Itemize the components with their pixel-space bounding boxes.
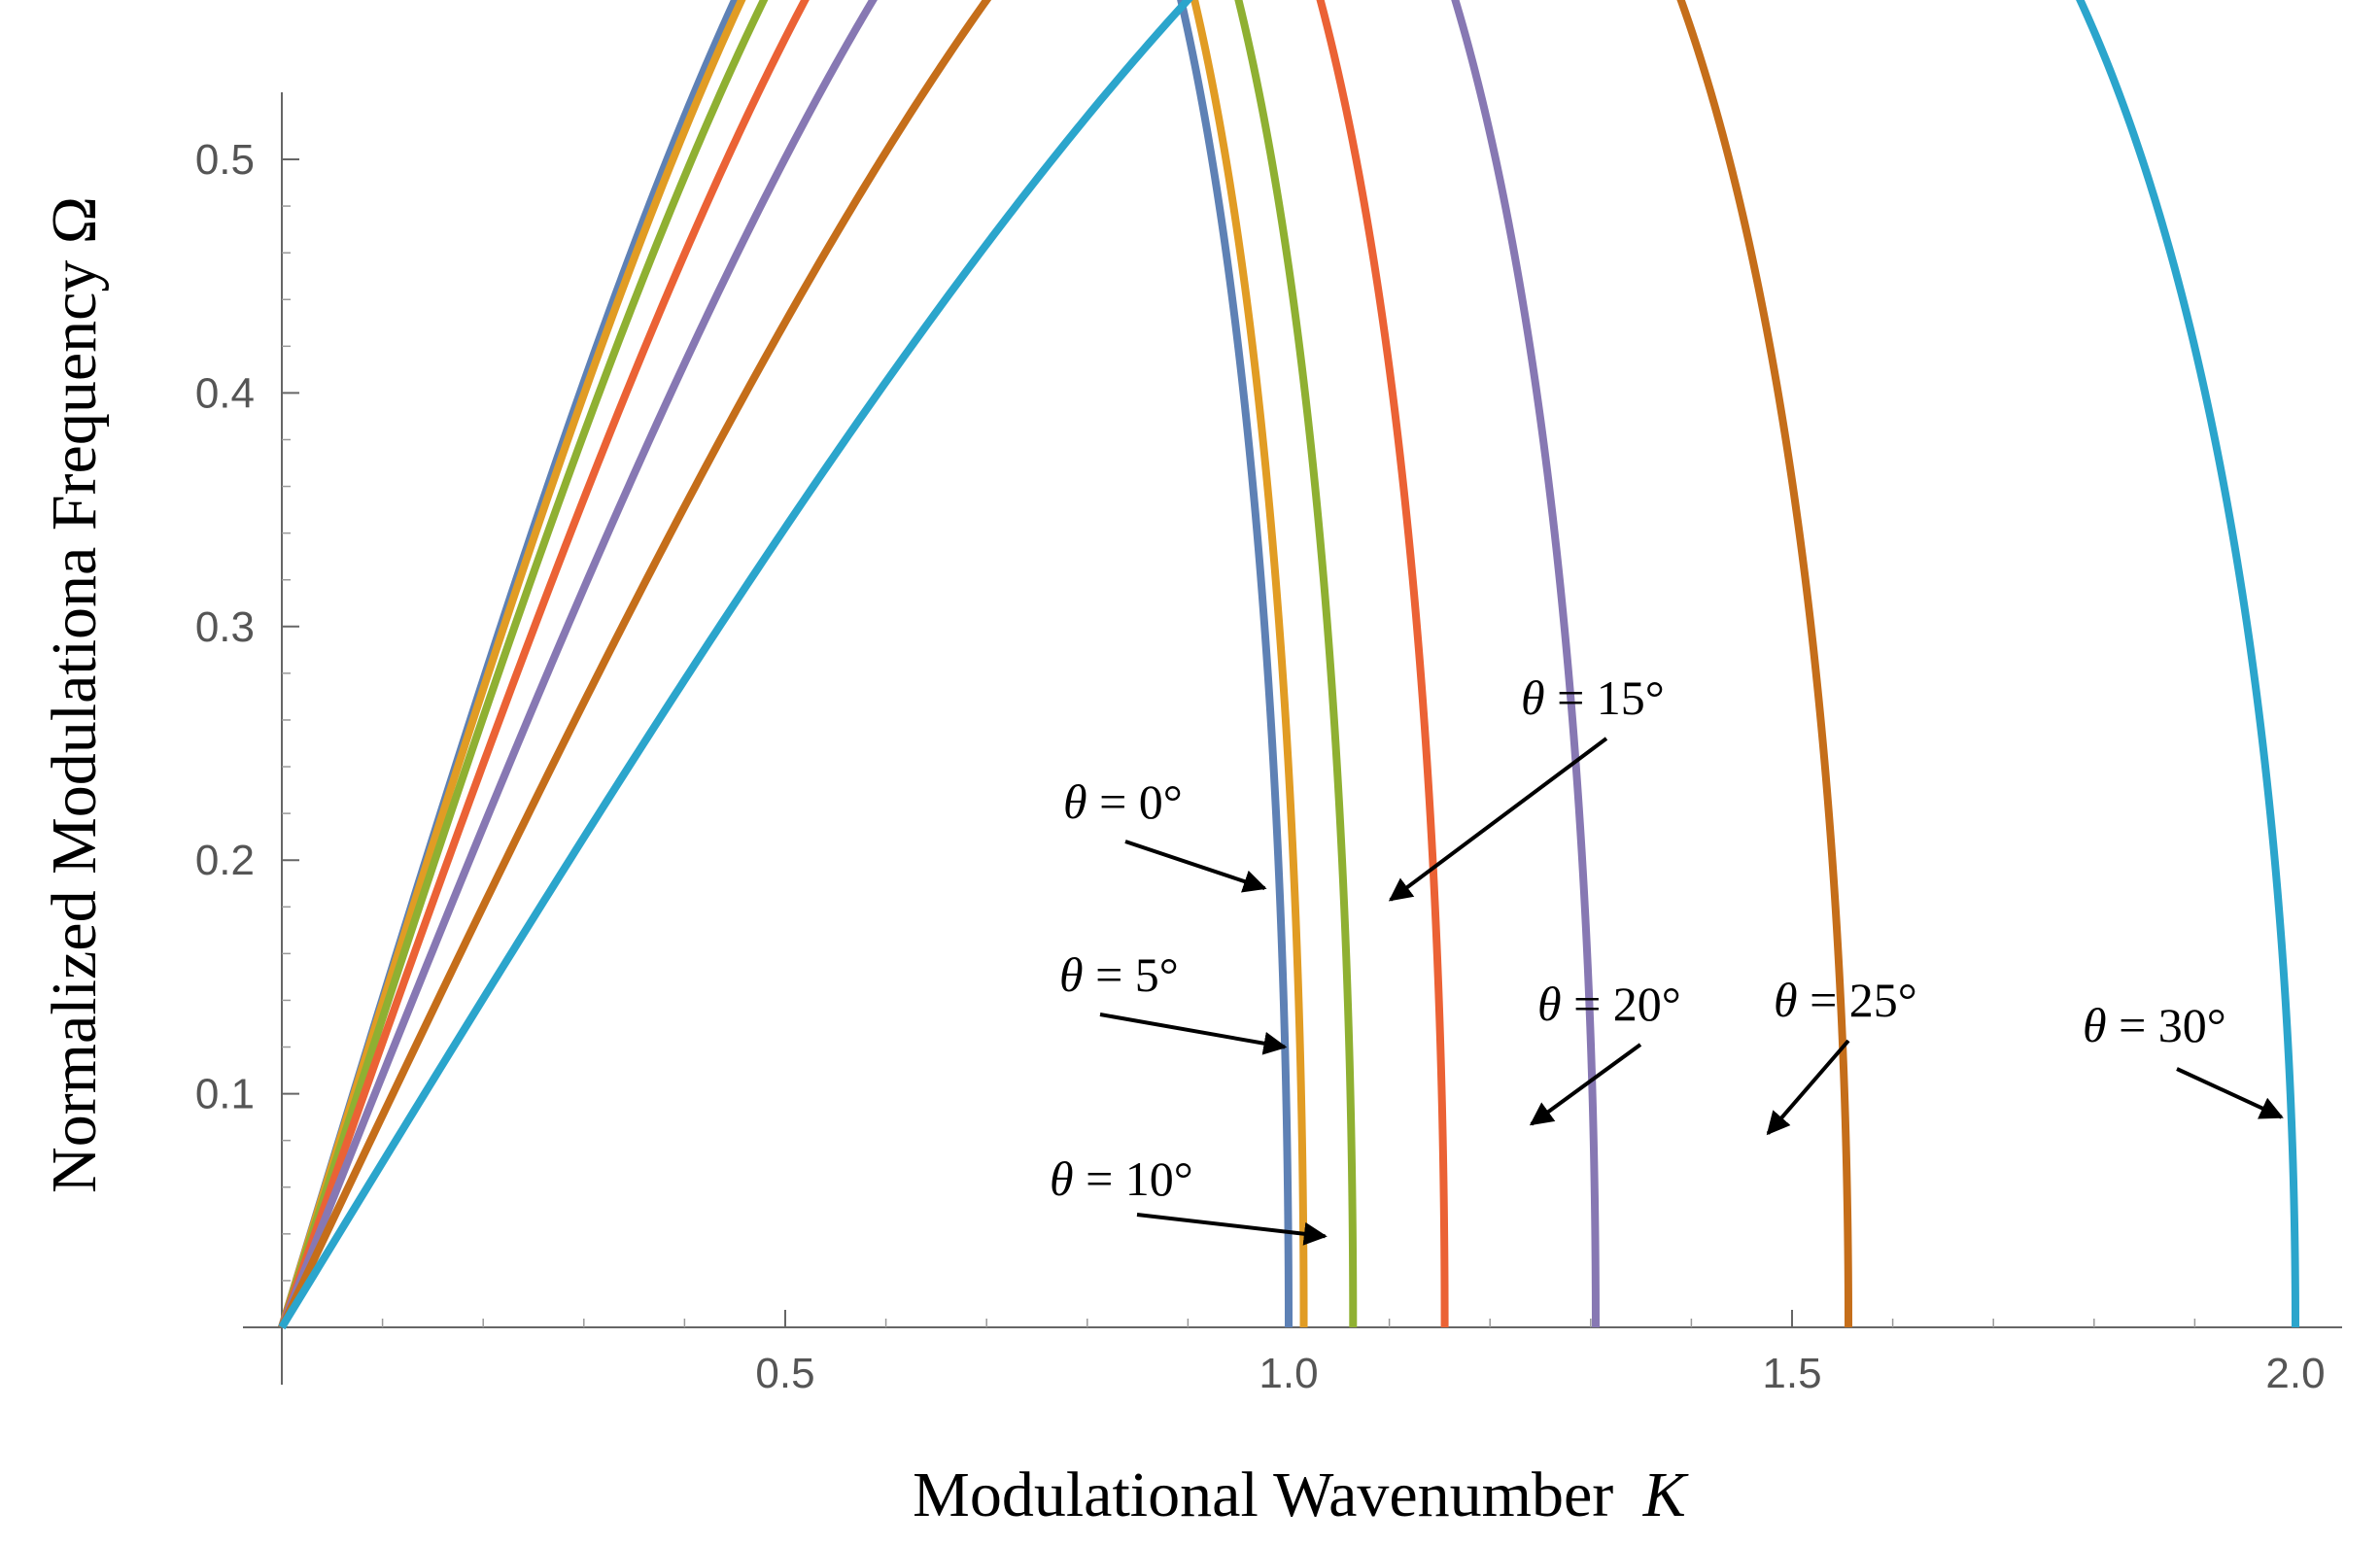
annotation-theta-symbol: θ bbox=[1521, 670, 1545, 725]
annotation-value: = 5° bbox=[1084, 947, 1179, 1002]
annotation-value: = 30° bbox=[2107, 998, 2226, 1052]
annotation-value: = 10° bbox=[1074, 1151, 1193, 1206]
annotation-arrow-theta-30 bbox=[2176, 1067, 2284, 1119]
annotation-theta-symbol: θ bbox=[1059, 947, 1084, 1002]
y-tick-label: 0.4 bbox=[195, 369, 255, 417]
series-line-theta-10 bbox=[278, 0, 1358, 1329]
series-line-theta-30 bbox=[278, 0, 2299, 1330]
annotation-theta-symbol: θ bbox=[1774, 973, 1798, 1027]
annotation-arrow-theta-25 bbox=[1766, 1039, 1850, 1136]
annotation-theta-symbol: θ bbox=[2083, 998, 2107, 1052]
annotation-label-theta-0: θ = 0° bbox=[1063, 774, 1183, 829]
x-axis-title-text: Modulational Wavenumber bbox=[913, 1459, 1613, 1530]
annotation-theta-symbol: θ bbox=[1050, 1151, 1074, 1206]
y-ticks: 0.1 0.2 0.3 0.4 0.5 bbox=[195, 136, 299, 1282]
annotation-arrow-theta-15 bbox=[1388, 737, 1608, 902]
series-line-theta-15 bbox=[278, 0, 1449, 1329]
x-axis-title-variable: K bbox=[1642, 1459, 1689, 1530]
annotation-theta-symbol: θ bbox=[1063, 774, 1087, 829]
series-line-theta-20 bbox=[278, 0, 1600, 1329]
y-axis-title: Normalized Modulationa Frequency Ω bbox=[39, 196, 110, 1193]
y-tick-label: 0.5 bbox=[195, 136, 255, 184]
x-axis-title: Modulational Wavenumber K bbox=[913, 1459, 1689, 1530]
annotation-value: = 20° bbox=[1562, 977, 1681, 1031]
annotation-arrow-theta-0 bbox=[1124, 840, 1267, 893]
y-tick-label: 0.1 bbox=[195, 1071, 255, 1118]
annotation-value: = 15° bbox=[1545, 670, 1665, 725]
x-tick-label: 1.0 bbox=[1259, 1350, 1318, 1397]
x-tick-label: 2.0 bbox=[2265, 1350, 2325, 1397]
annotation-label-theta-30: θ = 30° bbox=[2083, 998, 2226, 1052]
annotation-value: = 0° bbox=[1087, 774, 1183, 829]
annotation-label-theta-10: θ = 10° bbox=[1050, 1151, 1193, 1206]
annotation-label-theta-25: θ = 25° bbox=[1774, 973, 1917, 1027]
axes: 0.5 1.0 1.5 2.0 0.1 0.2 0.3 0.4 0.5 bbox=[195, 92, 2342, 1397]
annotation-theta-symbol: θ bbox=[1537, 977, 1562, 1031]
annotation-label-theta-5: θ = 5° bbox=[1059, 947, 1179, 1002]
series-line-theta-0 bbox=[278, 0, 1293, 1329]
annotation-label-theta-20: θ = 20° bbox=[1537, 977, 1681, 1031]
annotation-arrow-theta-10 bbox=[1136, 1213, 1328, 1246]
series-line-theta-5 bbox=[278, 0, 1308, 1329]
data-series bbox=[278, 0, 2299, 1330]
annotation-arrow-theta-5 bbox=[1099, 1013, 1288, 1055]
y-tick-label: 0.3 bbox=[195, 603, 255, 651]
series-line-theta-25 bbox=[278, 0, 1853, 1329]
x-tick-label: 0.5 bbox=[755, 1350, 814, 1397]
annotation-value: = 25° bbox=[1798, 973, 1917, 1027]
curve-annotations: θ = 0°θ = 5°θ = 10°θ = 15°θ = 20° θ = 25°… bbox=[1050, 670, 2284, 1246]
x-ticks: 0.5 1.0 1.5 2.0 bbox=[381, 1310, 2326, 1397]
annotation-label-theta-15: θ = 15° bbox=[1521, 670, 1665, 725]
y-tick-label: 0.2 bbox=[195, 837, 255, 884]
annotation-arrow-theta-20 bbox=[1529, 1043, 1642, 1126]
x-tick-label: 1.5 bbox=[1762, 1350, 1821, 1397]
